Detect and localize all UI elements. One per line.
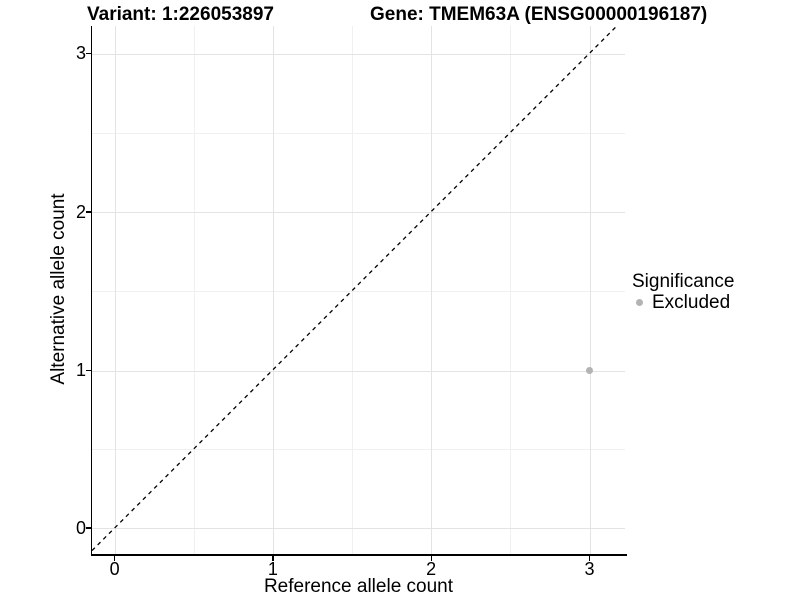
x-axis-title: Reference allele count <box>263 576 454 597</box>
gridline-major-horizontal <box>92 370 625 372</box>
y-axis-title: Alternative allele count <box>48 193 69 385</box>
gridline-major-horizontal <box>92 212 625 213</box>
y-tick-label: 3 <box>75 43 86 63</box>
legend-title: Significance <box>632 271 735 292</box>
identity-dashed-line <box>92 26 618 552</box>
y-tick-label: 2 <box>75 202 86 222</box>
x-tick <box>272 555 274 561</box>
y-tick <box>85 369 91 372</box>
x-tick-label: 0 <box>109 559 120 579</box>
plot-title-variant: Variant: 1:226053897 <box>87 4 274 25</box>
gridline-minor-horizontal <box>92 449 625 450</box>
gridline-minor-horizontal <box>92 291 625 292</box>
y-tick <box>85 211 91 213</box>
x-tick <box>588 555 591 561</box>
gridline-major-vertical <box>272 26 274 554</box>
x-tick <box>113 555 116 561</box>
legend-point-icon <box>636 299 643 306</box>
x-axis-line <box>90 554 627 556</box>
x-tick-label: 2 <box>426 559 437 579</box>
gridline-minor-horizontal <box>92 133 625 134</box>
plot-title-gene: Gene: TMEM63A (ENSG00000196187) <box>370 4 708 25</box>
legend-item-excluded: Excluded <box>632 293 734 313</box>
y-axis-line <box>90 26 92 556</box>
gridline-major-vertical <box>114 26 116 554</box>
gridline-major-horizontal <box>92 528 625 529</box>
y-tick-label: 1 <box>75 360 86 380</box>
gridline-minor-vertical <box>510 26 512 554</box>
gridline-major-horizontal <box>92 53 625 55</box>
data-point-excluded <box>586 367 593 374</box>
y-tick <box>85 52 91 55</box>
legend: Significance Excluded <box>632 272 734 313</box>
y-tick <box>85 527 91 529</box>
x-tick-label: 3 <box>584 559 595 579</box>
legend-item-label: Excluded <box>652 292 731 313</box>
plot-panel <box>92 26 625 554</box>
y-tick-label: 0 <box>75 518 86 538</box>
gridline-minor-vertical <box>193 26 195 554</box>
x-tick-label: 1 <box>267 559 278 579</box>
gridline-major-vertical <box>431 26 433 554</box>
gridline-major-vertical <box>589 26 591 554</box>
x-tick <box>430 555 432 561</box>
